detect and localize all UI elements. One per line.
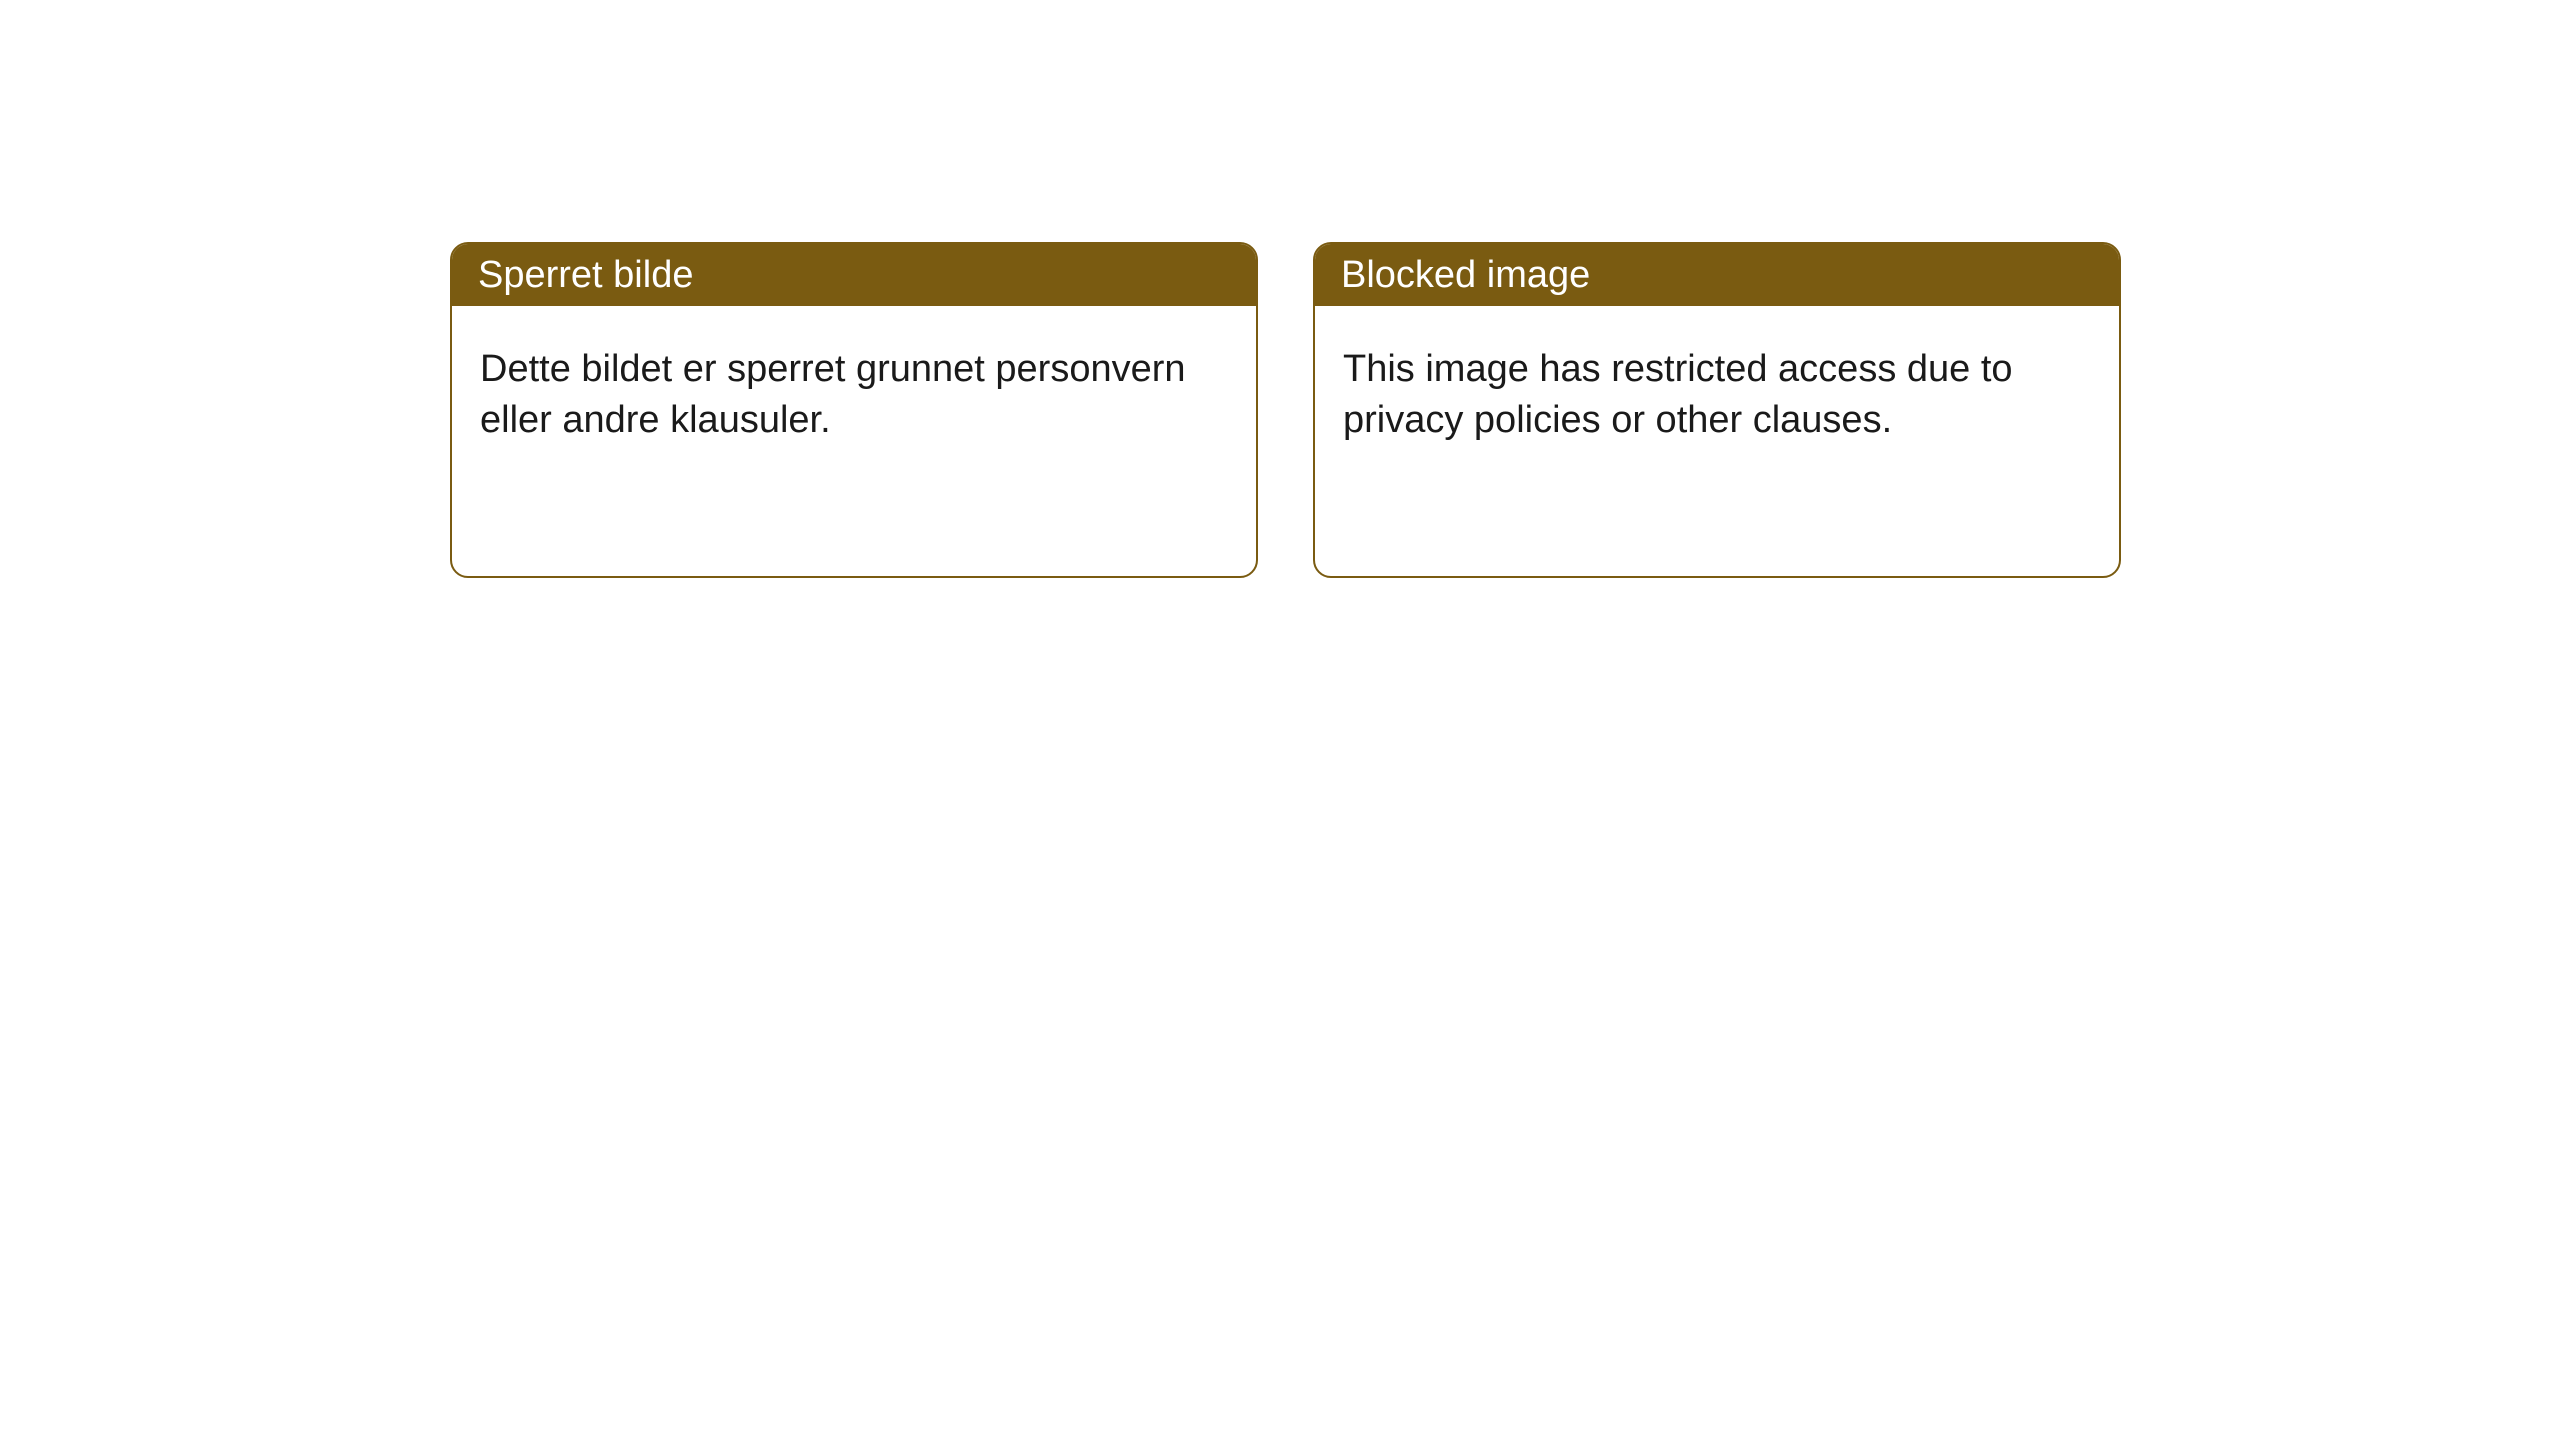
notice-cards-container: Sperret bilde Dette bildet er sperret gr… — [450, 242, 2121, 578]
card-body: This image has restricted access due to … — [1315, 306, 2119, 485]
notice-card-english: Blocked image This image has restricted … — [1313, 242, 2121, 578]
card-body: Dette bildet er sperret grunnet personve… — [452, 306, 1256, 485]
card-title: Blocked image — [1341, 254, 1590, 297]
card-body-text: This image has restricted access due to … — [1343, 348, 2013, 441]
notice-card-norwegian: Sperret bilde Dette bildet er sperret gr… — [450, 242, 1258, 578]
card-title: Sperret bilde — [478, 254, 693, 297]
card-body-text: Dette bildet er sperret grunnet personve… — [480, 348, 1186, 441]
card-header: Blocked image — [1315, 244, 2119, 306]
card-header: Sperret bilde — [452, 244, 1256, 306]
